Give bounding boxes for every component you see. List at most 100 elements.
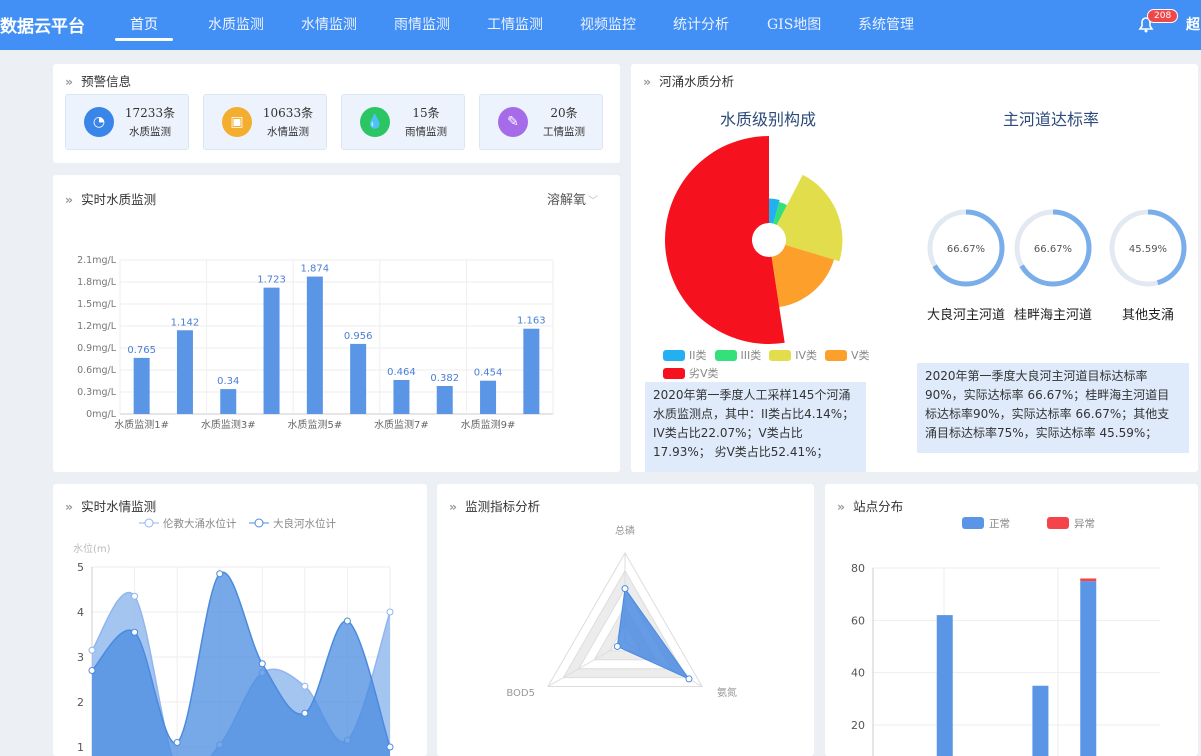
data-label: 0.464 [387, 367, 416, 378]
nav-item-6[interactable]: 统计分析 [673, 17, 729, 33]
legend-swatch [663, 350, 685, 361]
nav-item-1[interactable]: 水质监测 [208, 17, 264, 33]
legend-swatch [962, 517, 984, 529]
radar-area [616, 587, 691, 681]
rate-value: 66.67% [1034, 244, 1072, 255]
bar [1032, 685, 1049, 756]
data-label: 1.874 [301, 264, 330, 275]
signboard-icon: ▣ [222, 107, 252, 137]
legend-swatch [1047, 517, 1069, 529]
radar-indicator-label: BOD5 [506, 688, 535, 699]
bar [523, 328, 540, 414]
data-point [88, 667, 96, 674]
y-tick-label: 0.3mg/L [77, 387, 117, 398]
rate-note: 2020年第一季度大良河主河道目标达标率90%，实际达标率 66.67%；桂畔海… [917, 363, 1189, 453]
rose-slice [773, 202, 788, 225]
y-tick-label: 0.9mg/L [77, 343, 117, 354]
legend-swatch [663, 368, 685, 379]
y-tick-label: 3 [77, 651, 84, 664]
rate-value: 66.67% [947, 244, 985, 255]
legend-label: 正常 [989, 517, 1010, 530]
data-label: 1.142 [171, 317, 200, 328]
nav-item-7[interactable]: GIS地图 [767, 17, 822, 33]
warning-panel: » 预警信息 ◔ 17233条 水质监测 ▣ 10633条 水情监测 💧 15条 雨情监测 ✎ 20条… [53, 64, 620, 163]
data-label: 0.956 [344, 331, 373, 342]
y-tick-label: 1.5mg/L [77, 299, 117, 310]
river-name: 桂畔海主河道 [1013, 308, 1092, 323]
bar [1080, 578, 1097, 582]
legend-item[interactable]: 劣V类 [663, 366, 719, 381]
nav-item-8[interactable]: 系统管理 [858, 17, 914, 33]
legend-swatch [769, 350, 792, 361]
bar [350, 343, 367, 414]
active-tab-indicator [115, 38, 173, 41]
raindrop-icon: 💧 [360, 107, 390, 137]
indicator-select[interactable]: 溶解氧 ﹀ [546, 193, 598, 208]
rose-slice [664, 136, 785, 344]
radar-indicator-label: 氨氮 [717, 686, 737, 699]
bar [393, 379, 410, 414]
bell-icon[interactable] [1136, 14, 1156, 34]
data-point [301, 709, 309, 717]
y-tick-label: 0.6mg/L [77, 365, 117, 376]
warning-count: 17233条 [124, 106, 176, 120]
legend-item[interactable]: V类 [825, 348, 870, 363]
y-tick-label: 5 [77, 561, 84, 574]
bar [436, 385, 453, 414]
y-tick-label: 60 [851, 614, 865, 627]
data-point [386, 743, 394, 751]
legend-item[interactable]: IV类 [769, 348, 817, 363]
data-point [88, 646, 96, 654]
y-tick-label: 1.8mg/L [77, 277, 117, 288]
warning-card[interactable]: 💧 15条 雨情监测 [341, 94, 465, 150]
chevrons-icon: » [65, 192, 74, 207]
warning-count: 20条 [550, 106, 578, 120]
legend-label: 大良河水位计 [273, 517, 336, 530]
nav-item-0[interactable]: 首页 [130, 17, 158, 33]
panel-title: » 预警信息 [65, 74, 132, 89]
panel-title: » 监测指标分析 [449, 499, 541, 514]
x-tick-label: 水质监测7# [374, 418, 429, 431]
data-point [173, 739, 181, 746]
warning-label: 工情监测 [543, 126, 585, 138]
legend-item[interactable]: II类 [663, 348, 707, 363]
data-point [301, 682, 309, 690]
warning-card[interactable]: ◔ 17233条 水质监测 [65, 94, 189, 150]
radar-axis [547, 641, 626, 687]
y-tick-label: 0mg/L [86, 409, 117, 420]
warning-card[interactable]: ✎ 20条 工情监测 [479, 94, 603, 150]
y-tick-label: 1 [77, 741, 84, 754]
rate-progress [927, 209, 1005, 287]
data-point [343, 617, 351, 625]
station-bar-chart: 正常 异常 20 40 60 80 [851, 517, 1160, 756]
bar [1080, 581, 1097, 756]
data-point [613, 642, 621, 650]
rate-title: 主河道达标率 [1003, 110, 1100, 129]
rose-slice [776, 174, 843, 262]
warning-label: 水质监测 [129, 126, 171, 138]
data-label: 1.163 [517, 316, 546, 327]
chevrons-icon: » [837, 499, 846, 514]
legend-label: IV类 [795, 348, 818, 362]
nav-item-2[interactable]: 水情监测 [301, 17, 357, 33]
rate-value: 45.59% [1129, 244, 1167, 255]
panel-title: » 站点分布 [837, 499, 904, 514]
stations-panel: » 站点分布 正常 异常 20 40 60 80 [825, 484, 1198, 756]
y-tick-label: 4 [77, 606, 84, 619]
composition-title: 水质级别构成 [720, 110, 817, 129]
nav-item-5[interactable]: 视频监控 [580, 17, 636, 33]
gauge-icon: ◔ [84, 107, 114, 137]
river-name: 其他支涌 [1121, 308, 1174, 323]
legend-item[interactable]: III类 [714, 348, 761, 363]
warning-label: 水情监测 [267, 126, 309, 138]
legend-label: 异常 [1074, 517, 1095, 530]
nav-item-3[interactable]: 雨情监测 [394, 17, 450, 33]
bar [176, 330, 193, 414]
warning-label: 雨情监测 [405, 126, 447, 138]
panel-title: » 实时水质监测 [65, 192, 157, 207]
warning-card[interactable]: ▣ 10633条 水情监测 [203, 94, 327, 150]
user-name[interactable]: 超 [1186, 17, 1200, 33]
nav-item-4[interactable]: 工情监测 [487, 17, 543, 33]
